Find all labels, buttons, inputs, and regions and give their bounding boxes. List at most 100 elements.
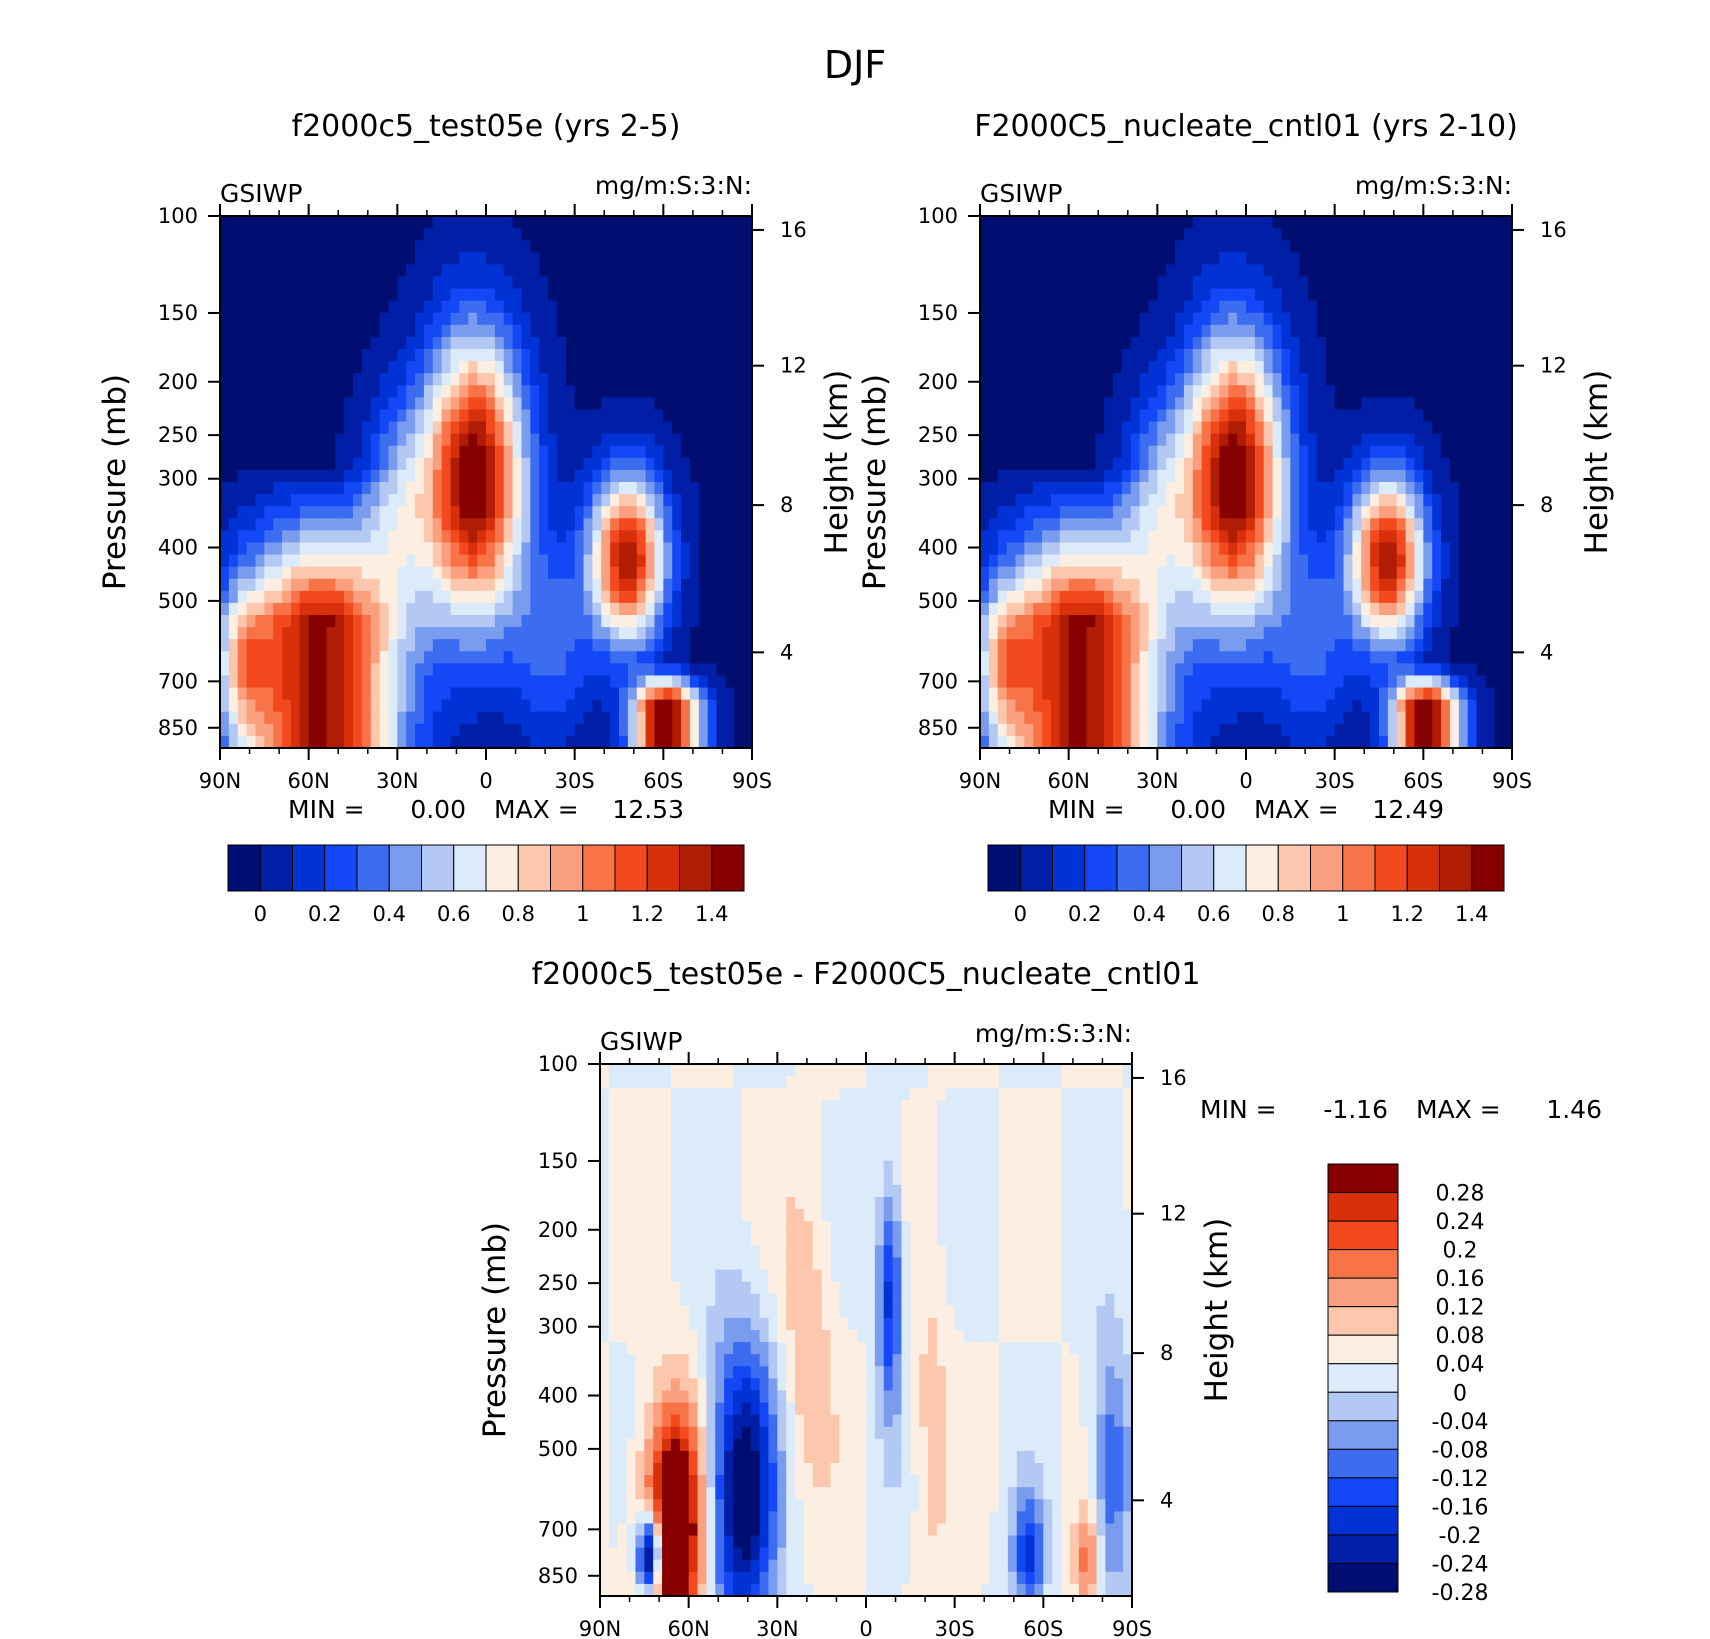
heat-cell	[1379, 602, 1389, 616]
heat-cell	[672, 651, 682, 664]
heat-cell	[1183, 518, 1194, 531]
heat-cell	[1139, 349, 1150, 362]
heat-cell	[397, 421, 407, 435]
heat-cell	[743, 276, 753, 290]
heat-cell	[1308, 615, 1318, 628]
heat-cell	[1494, 312, 1504, 326]
heat-cell	[1148, 336, 1158, 350]
heat-cell	[1263, 300, 1274, 314]
heat-cell	[1166, 578, 1176, 592]
heat-cell	[459, 735, 469, 749]
heat-cell	[397, 457, 407, 471]
heat-cell	[539, 252, 549, 265]
heat-cell	[539, 409, 549, 423]
heat-cell	[503, 627, 514, 640]
heat-cell	[353, 445, 363, 459]
heat-cell	[1272, 602, 1283, 616]
heat-cell	[512, 336, 523, 350]
heat-cell	[290, 216, 301, 229]
heat-cell	[1059, 590, 1070, 604]
heat-cell	[1396, 578, 1407, 592]
heat-cell	[326, 276, 336, 290]
heat-cell	[353, 300, 363, 314]
heat-cell	[1361, 482, 1371, 495]
heat-cell	[1095, 602, 1105, 616]
heat-cell	[290, 300, 301, 314]
heat-cell	[264, 385, 274, 398]
heat-cell	[450, 711, 460, 725]
heat-cell	[1503, 602, 1513, 616]
heat-cell	[1281, 627, 1291, 640]
heat-cell	[432, 349, 443, 362]
heat-cell	[574, 615, 585, 628]
heat-cell	[220, 735, 230, 749]
heat-cell	[1316, 566, 1327, 580]
heat-cell	[556, 602, 567, 616]
colorbar-swatch	[679, 844, 713, 892]
heat-cell	[255, 675, 265, 689]
heat-cell	[432, 409, 443, 423]
heat-cell	[468, 312, 478, 326]
heat-cell	[388, 602, 398, 616]
heat-cell	[1237, 397, 1247, 411]
heat-cell	[255, 723, 265, 737]
heat-cell	[1068, 530, 1079, 544]
heat-cell	[592, 324, 602, 338]
min-value: 0.00	[410, 795, 466, 824]
heat-cell	[1077, 566, 1087, 580]
heat-cell	[1201, 482, 1212, 495]
heat-cell	[521, 615, 531, 628]
heat-cell	[397, 409, 407, 423]
heat-cell	[1024, 336, 1034, 350]
heat-cell	[654, 288, 664, 302]
heat-cell	[1290, 469, 1300, 483]
heat-cell	[1042, 433, 1052, 447]
heat-cell	[1104, 469, 1114, 483]
heat-cell	[1006, 312, 1017, 326]
heat-cell	[344, 216, 354, 229]
heat-cell	[583, 300, 593, 314]
heat-cell	[1343, 627, 1353, 640]
heat-cell	[548, 457, 558, 471]
heat-cell	[317, 421, 327, 435]
heat-cell	[583, 554, 593, 568]
heat-cell	[1414, 397, 1424, 411]
heat-cell	[521, 711, 531, 725]
heat-cell	[716, 409, 726, 423]
heat-cell	[1343, 518, 1353, 531]
heat-cell	[494, 578, 505, 592]
heat-cell	[1059, 566, 1070, 580]
heat-cell	[1299, 482, 1309, 495]
heat-cell	[681, 433, 691, 447]
heat-cell	[1361, 566, 1371, 580]
heat-cell	[282, 445, 292, 459]
heat-cell	[627, 723, 638, 737]
heat-cell	[1308, 240, 1318, 253]
heat-cell	[565, 276, 576, 290]
heat-cell	[1290, 312, 1300, 326]
heat-cell	[1175, 457, 1185, 471]
heat-cell	[1405, 373, 1416, 386]
heat-cell	[220, 494, 230, 507]
heat-cell	[725, 349, 735, 362]
heat-cell	[1299, 349, 1309, 362]
heat-cell	[1130, 288, 1141, 302]
heat-cell	[1272, 433, 1283, 447]
heat-cell	[1334, 615, 1345, 628]
heat-cell	[432, 252, 443, 265]
heat-cell	[1423, 276, 1433, 290]
heat-cell	[689, 469, 700, 483]
heat-cell	[997, 530, 1008, 544]
heat-cell	[477, 397, 487, 411]
heat-cell	[1148, 385, 1158, 398]
heat-cell	[1281, 228, 1291, 241]
heat-cell	[997, 627, 1008, 640]
heat-cell	[1166, 602, 1176, 616]
heat-cell	[388, 445, 398, 459]
heat-cell	[1414, 409, 1424, 423]
heat-cell	[1290, 300, 1300, 314]
heat-cell	[980, 615, 990, 628]
heat-cell	[1299, 252, 1309, 265]
heat-cell	[645, 469, 656, 483]
heat-cell	[1281, 409, 1291, 423]
